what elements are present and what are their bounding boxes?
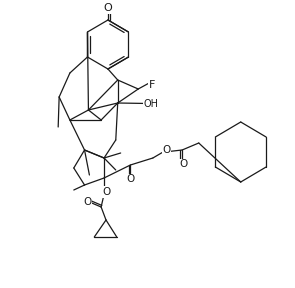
Text: O: O	[102, 187, 110, 197]
Text: O: O	[163, 145, 171, 155]
Text: O: O	[83, 197, 91, 207]
Text: OH: OH	[144, 99, 159, 109]
Text: F: F	[149, 80, 155, 90]
Text: O: O	[179, 160, 188, 169]
Text: O: O	[104, 3, 112, 14]
Text: O: O	[126, 175, 135, 184]
